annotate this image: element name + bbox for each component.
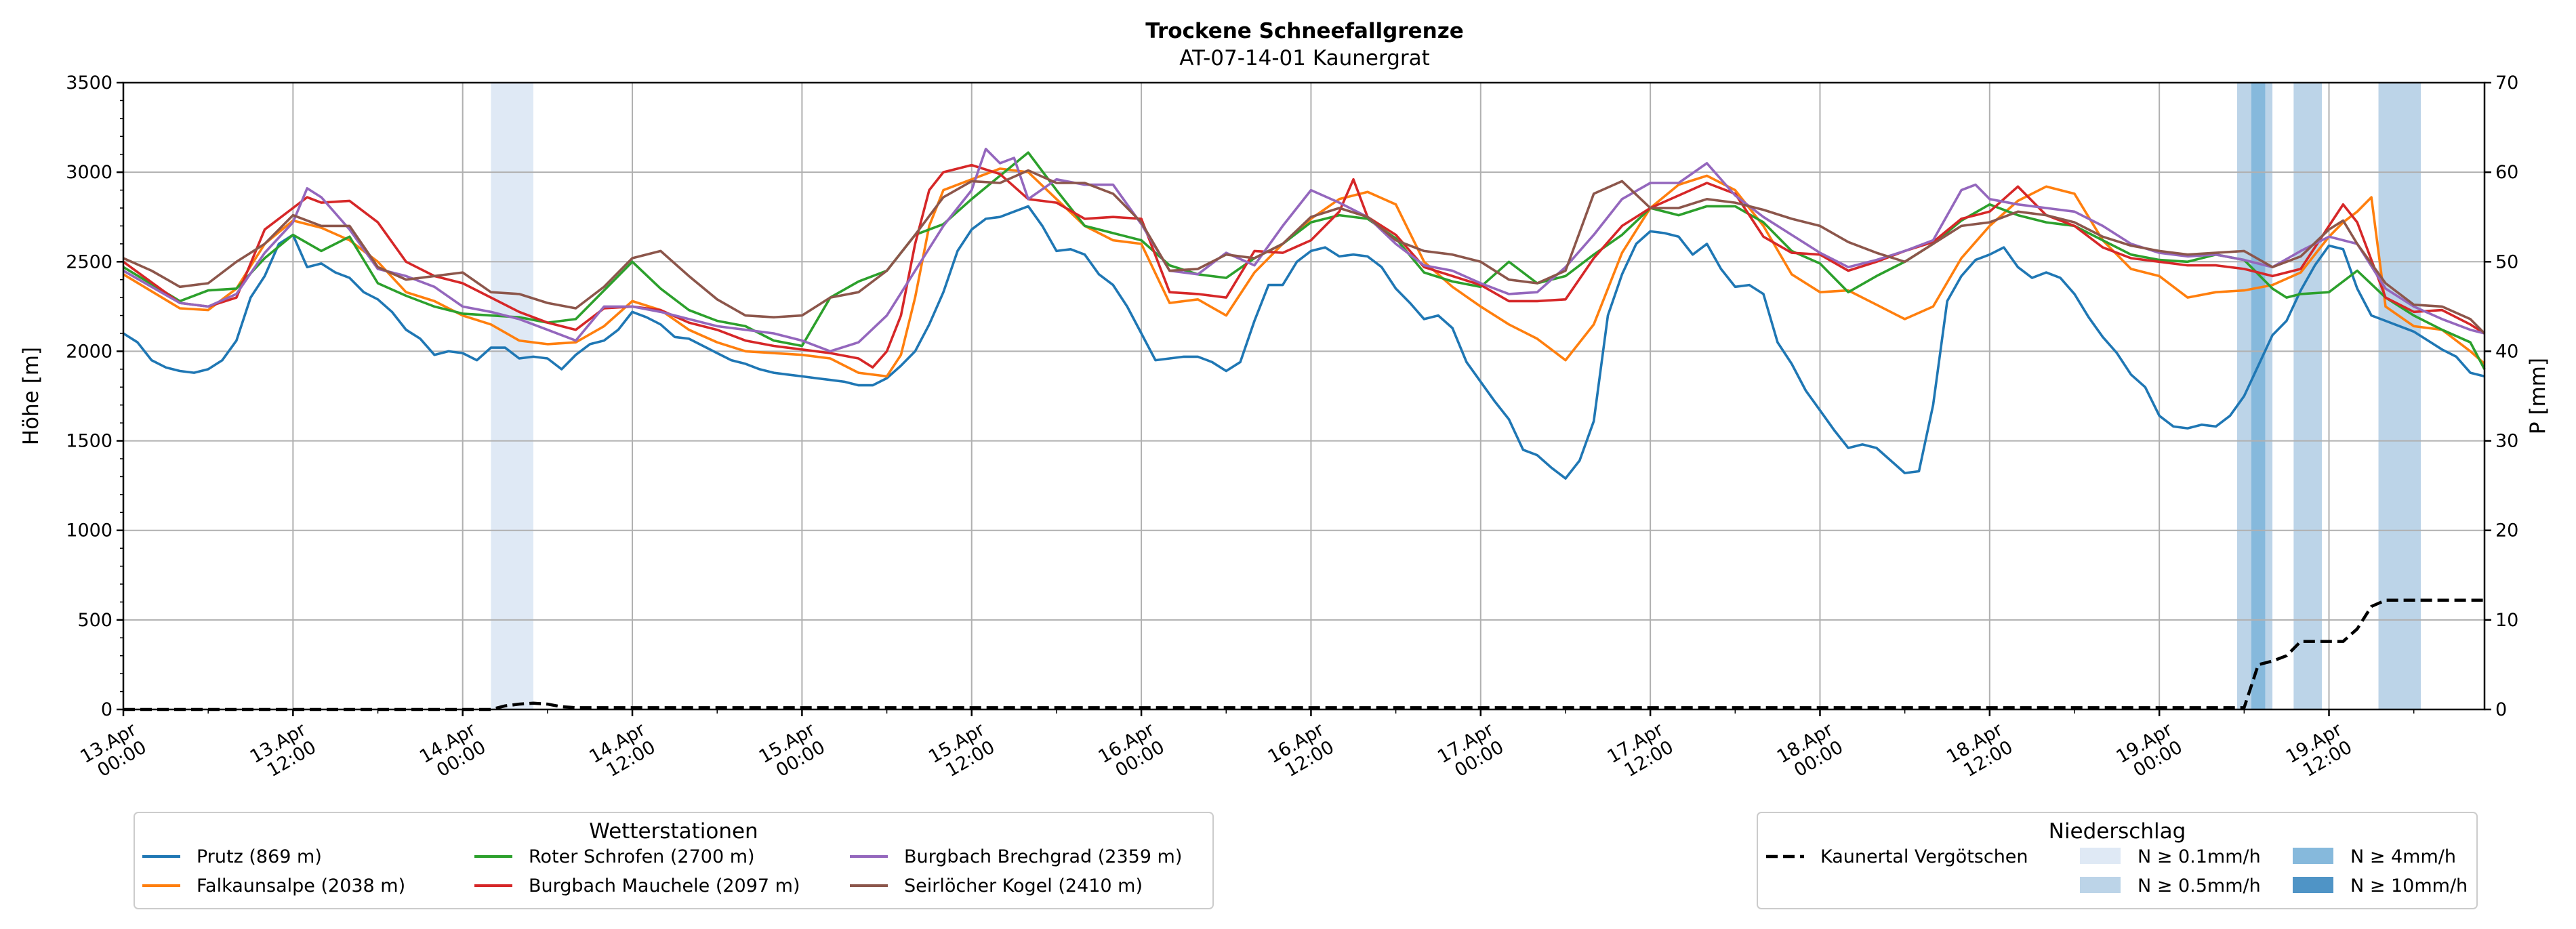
y-right-tick-label: 30 <box>2495 431 2518 452</box>
precipitation-bands <box>491 83 2421 709</box>
legend-level-label: N ≥ 10mm/h <box>2350 875 2468 896</box>
legend-label-6: Seirlöcher Kogel (2410 m) <box>904 875 1143 896</box>
series-line-6 <box>123 169 2486 335</box>
grid <box>123 82 2485 710</box>
y-right-tick-label: 70 <box>2495 73 2518 94</box>
series-line-2 <box>123 167 2486 378</box>
y-tick-label: 2000 <box>66 341 113 362</box>
chart-subtitle: AT-07-14-01 Kaunergrat <box>1179 46 1430 70</box>
legend-level-swatch <box>2293 877 2333 893</box>
y-tick-label: 500 <box>77 610 113 631</box>
y-axis-label-right: P [mm] <box>2526 358 2550 434</box>
legend-label-5: Burgbach Brechgrad (2359 m) <box>904 846 1182 867</box>
y-right-tick-label: 40 <box>2495 341 2518 362</box>
y-tick-label: 1000 <box>66 520 113 541</box>
legend-level-swatch <box>2293 848 2333 864</box>
y-right-tick-label: 10 <box>2495 610 2518 631</box>
series-line-4 <box>122 163 2485 369</box>
axes: 0 500 1000 1500 2000 2500 3000 3500 0 10 20 30 40 50 6… <box>66 73 2518 781</box>
precip-band <box>2251 83 2266 709</box>
legend-label-4: Burgbach Mauchele (2097 m) <box>529 875 800 896</box>
legend-level-label: N ≥ 0.5mm/h <box>2138 875 2261 896</box>
series-lines <box>122 148 2486 711</box>
chart-title: Trockene Schneefallgrenze <box>1145 19 1464 43</box>
legend-label-1: Prutz (869 m) <box>197 846 322 867</box>
y-tick-label: 0 <box>101 699 113 720</box>
legend-precip: Niederschlag Kaunertal Vergötschen N ≥ 0.… <box>1757 812 2478 909</box>
series-line-5 <box>123 148 2485 353</box>
y-right-tick-label: 0 <box>2495 699 2507 720</box>
y-tick-label: 3500 <box>66 73 113 94</box>
legend-stations-frame <box>134 812 1214 909</box>
y-tick-label: 1500 <box>66 431 113 452</box>
legend-precip-title: Niederschlag <box>2049 819 2186 844</box>
legend-level-label: N ≥ 4mm/h <box>2350 846 2456 867</box>
legend-stations-title: Wetterstationen <box>589 819 758 844</box>
legend-level-label: N ≥ 0.1mm/h <box>2138 846 2261 867</box>
plot-frame <box>122 81 2486 711</box>
y-right-tick-label: 60 <box>2495 162 2518 183</box>
precip-band <box>491 83 534 709</box>
legend-stations: Wetterstationen Prutz (869 m) Falkaunsalp… <box>134 812 1214 909</box>
series-line-1 <box>123 205 2485 480</box>
precip-band <box>2378 83 2421 709</box>
y-right-tick-label: 20 <box>2495 520 2518 541</box>
precip-line <box>123 598 2485 711</box>
series-line-3 <box>123 151 2486 370</box>
legend-level-swatch <box>2080 848 2121 864</box>
y-tick-label: 2500 <box>66 251 113 272</box>
legend-label-3: Roter Schrofen (2700 m) <box>529 846 755 867</box>
precip-band <box>2293 83 2323 709</box>
legend-level-swatch <box>2080 877 2121 893</box>
legend-label-2: Falkaunsalpe (2038 m) <box>197 875 405 896</box>
y-tick-label: 3000 <box>66 162 113 183</box>
y-axis-label: Höhe [m] <box>19 347 43 445</box>
legend-precip-series-label: Kaunertal Vergötschen <box>1820 846 2028 867</box>
precip-band <box>2265 83 2273 709</box>
y-right-tick-label: 50 <box>2495 251 2518 272</box>
